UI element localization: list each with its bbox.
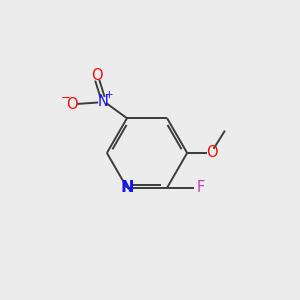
Text: O: O bbox=[92, 68, 103, 83]
Text: O: O bbox=[206, 146, 217, 160]
Text: N: N bbox=[120, 180, 134, 195]
Text: F: F bbox=[197, 180, 205, 195]
Text: N: N bbox=[97, 94, 108, 110]
Text: O: O bbox=[67, 97, 78, 112]
Text: +: + bbox=[105, 90, 113, 100]
Text: −: − bbox=[61, 91, 71, 104]
